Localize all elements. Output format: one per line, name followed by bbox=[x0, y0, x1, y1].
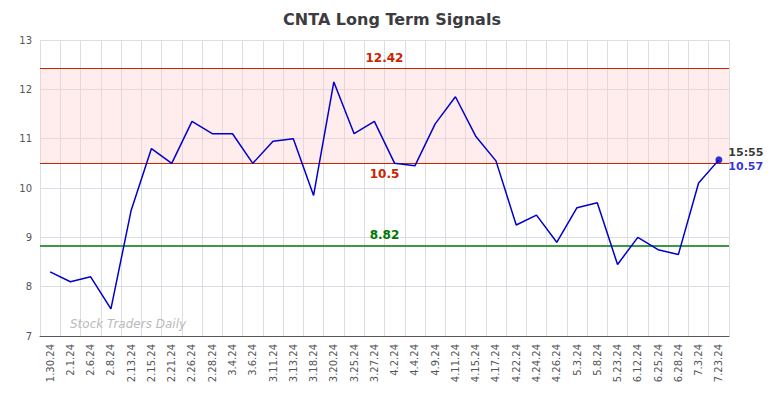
svg-text:7.23.24: 7.23.24 bbox=[713, 344, 724, 382]
svg-text:2.21.24: 2.21.24 bbox=[166, 344, 177, 382]
svg-text:3.13.24: 3.13.24 bbox=[288, 344, 299, 382]
svg-text:CNTA Long Term Signals: CNTA Long Term Signals bbox=[283, 10, 501, 29]
svg-text:6.12.24: 6.12.24 bbox=[632, 344, 643, 382]
svg-text:4.15.24: 4.15.24 bbox=[470, 344, 481, 382]
svg-text:5.23.24: 5.23.24 bbox=[612, 344, 623, 382]
svg-text:4.4.24: 4.4.24 bbox=[409, 344, 420, 376]
svg-text:15:55: 15:55 bbox=[728, 146, 763, 159]
svg-text:3.11.24: 3.11.24 bbox=[268, 344, 279, 382]
svg-text:2.15.24: 2.15.24 bbox=[146, 344, 157, 382]
svg-text:10: 10 bbox=[19, 183, 32, 194]
svg-text:3.27.24: 3.27.24 bbox=[369, 344, 380, 382]
svg-text:5.8.24: 5.8.24 bbox=[592, 344, 603, 376]
svg-text:10.57: 10.57 bbox=[728, 160, 763, 173]
svg-text:4.22.24: 4.22.24 bbox=[511, 344, 522, 382]
svg-text:4.26.24: 4.26.24 bbox=[551, 344, 562, 382]
svg-text:5.3.24: 5.3.24 bbox=[572, 344, 583, 376]
svg-text:12: 12 bbox=[19, 84, 32, 95]
svg-text:6.25.24: 6.25.24 bbox=[653, 344, 664, 382]
svg-text:2.6.24: 2.6.24 bbox=[85, 344, 96, 376]
svg-text:1.30.24: 1.30.24 bbox=[45, 344, 56, 382]
svg-text:2.28.24: 2.28.24 bbox=[207, 344, 218, 382]
svg-text:2.1.24: 2.1.24 bbox=[65, 344, 76, 376]
svg-text:3.6.24: 3.6.24 bbox=[247, 344, 258, 376]
svg-text:4.24.24: 4.24.24 bbox=[531, 344, 542, 382]
svg-text:2.13.24: 2.13.24 bbox=[126, 344, 137, 382]
svg-text:10.5: 10.5 bbox=[370, 167, 400, 181]
svg-text:13: 13 bbox=[19, 35, 32, 46]
svg-text:9: 9 bbox=[26, 232, 32, 243]
svg-text:4.17.24: 4.17.24 bbox=[490, 344, 501, 382]
svg-text:12.42: 12.42 bbox=[366, 51, 404, 65]
svg-text:2.26.24: 2.26.24 bbox=[186, 344, 197, 382]
svg-text:7: 7 bbox=[26, 331, 32, 342]
svg-text:6.28.24: 6.28.24 bbox=[673, 344, 684, 382]
svg-text:8.82: 8.82 bbox=[370, 228, 400, 242]
svg-text:3.25.24: 3.25.24 bbox=[349, 344, 360, 382]
svg-text:2.8.24: 2.8.24 bbox=[105, 344, 116, 376]
svg-text:Stock Traders Daily: Stock Traders Daily bbox=[70, 317, 187, 331]
svg-text:3.20.24: 3.20.24 bbox=[328, 344, 339, 382]
svg-text:7.3.24: 7.3.24 bbox=[693, 344, 704, 376]
svg-text:8: 8 bbox=[26, 281, 32, 292]
svg-text:3.4.24: 3.4.24 bbox=[227, 344, 238, 376]
svg-text:3.18.24: 3.18.24 bbox=[308, 344, 319, 382]
svg-text:11: 11 bbox=[19, 133, 32, 144]
svg-text:4.2.24: 4.2.24 bbox=[389, 344, 400, 376]
svg-text:4.9.24: 4.9.24 bbox=[430, 344, 441, 376]
svg-text:4.11.24: 4.11.24 bbox=[450, 344, 461, 382]
